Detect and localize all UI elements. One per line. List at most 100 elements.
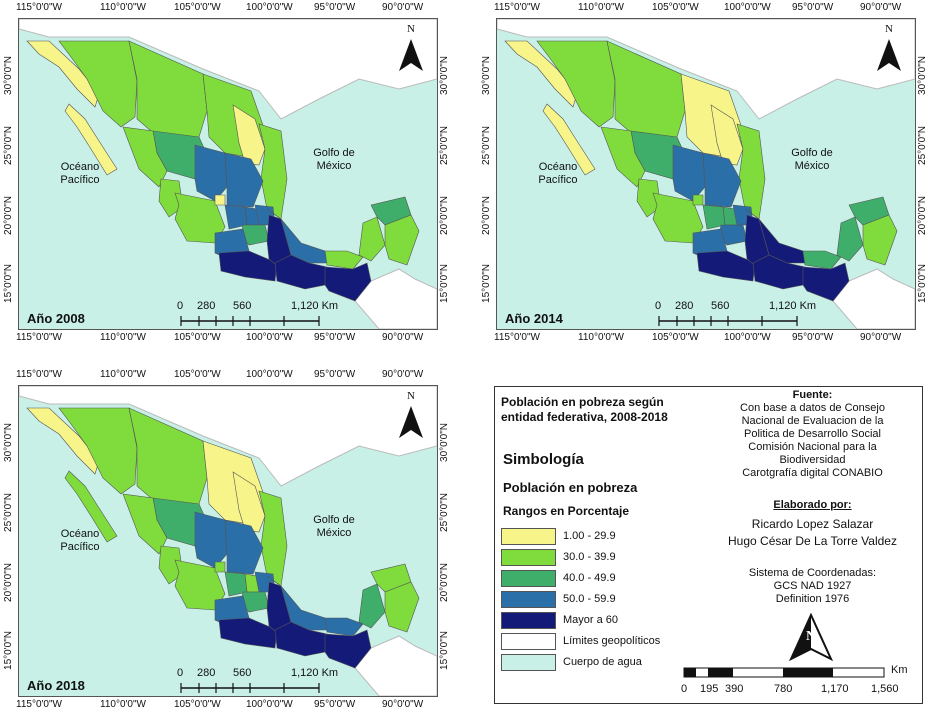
state-region-chs bbox=[324, 629, 372, 669]
state-region-sin bbox=[600, 126, 646, 188]
fuente-line: Con base a datos de Consejo bbox=[740, 402, 885, 414]
latitude-tick: 30°0'0"N bbox=[481, 56, 492, 95]
legend-scale-unit: Km bbox=[891, 664, 908, 676]
coords-line: GCS NAD 1927 bbox=[773, 580, 852, 592]
latitude-tick: 15°0'0"N bbox=[439, 264, 450, 303]
latitude-tick: 30°0'0"N bbox=[3, 423, 14, 462]
author-name: Hugo César De La Torre Valdez bbox=[728, 534, 897, 548]
legend-scale-bar bbox=[683, 667, 885, 678]
state-region-cam bbox=[358, 583, 386, 629]
legend-swatch bbox=[501, 632, 556, 650]
state-region-ags bbox=[214, 561, 226, 573]
state-region-baja_s bbox=[64, 103, 118, 176]
state-region-gro bbox=[218, 617, 278, 649]
latitude-tick: 20°0'0"N bbox=[439, 563, 450, 602]
legend-swatch bbox=[501, 569, 556, 587]
longitude-tick: 95°0'0"W bbox=[314, 332, 356, 343]
legend-swatch bbox=[501, 653, 556, 671]
latitude-tick: 25°0'0"N bbox=[439, 493, 450, 532]
gulf-label: Golfo de México bbox=[299, 147, 369, 173]
scale-label: 560 bbox=[711, 300, 730, 312]
latitude-tick: 15°0'0"N bbox=[481, 264, 492, 303]
legend-title-line-2: entidad federativa, 2008-2018 bbox=[501, 410, 668, 424]
state-region-nl bbox=[232, 104, 266, 166]
longitude-tick: 100°0'0"W bbox=[724, 332, 771, 343]
state-region-chs bbox=[802, 262, 850, 302]
legend-scale-tick: 1,170 bbox=[821, 683, 849, 695]
north-label: N bbox=[885, 23, 893, 35]
legend-swatch bbox=[501, 590, 556, 608]
longitude-tick: 110°0'0"W bbox=[100, 369, 146, 380]
map-frame: N Océano Pacífico Golfo de México Año 2008 0 28… bbox=[18, 18, 438, 330]
state-region-nw bbox=[26, 407, 100, 475]
legend-class-row: 50.0 - 59.9 bbox=[501, 590, 616, 608]
longitude-tick: 105°0'0"W bbox=[652, 332, 699, 343]
state-region-cam bbox=[358, 216, 386, 262]
state-region-zac bbox=[194, 144, 228, 202]
scale-label: 1,120 Km bbox=[769, 300, 817, 312]
legend-scale-tick: 780 bbox=[774, 683, 793, 695]
latitude-tick: 20°0'0"N bbox=[3, 196, 14, 235]
state-region-tab bbox=[324, 250, 364, 270]
state-region-qr bbox=[384, 214, 420, 266]
ocean-label-line: Océano bbox=[60, 528, 100, 540]
north-arrow-icon bbox=[399, 39, 423, 71]
longitude-tick: 100°0'0"W bbox=[724, 2, 771, 13]
usa-land bbox=[19, 386, 437, 487]
poblacion-heading: Población en pobreza bbox=[503, 480, 638, 495]
state-region-sin bbox=[122, 493, 168, 555]
latitude-tick: 20°0'0"N bbox=[917, 196, 928, 235]
ocean-label-line: Océano bbox=[60, 161, 100, 173]
latitude-tick: 20°0'0"N bbox=[481, 196, 492, 235]
fuente-line: Politica de Desarrollo Social bbox=[744, 428, 881, 440]
gulf-label-line: México bbox=[316, 160, 352, 172]
longitude-tick: 110°0'0"W bbox=[100, 332, 146, 343]
state-region-tam bbox=[258, 490, 288, 587]
north-arrow-icon bbox=[877, 39, 901, 71]
state-region-nay bbox=[158, 545, 184, 585]
legend-scale-tick: 1,560 bbox=[871, 683, 899, 695]
state-region-gro bbox=[696, 250, 756, 282]
gulf-label: Golfo de México bbox=[777, 147, 847, 173]
longitude-tick: 105°0'0"W bbox=[174, 699, 221, 710]
ranges-heading: Rangos en Porcentaje bbox=[503, 504, 630, 518]
elaborado-title: Elaborado por: bbox=[773, 499, 852, 511]
gulf-label-line: México bbox=[794, 160, 830, 172]
scale-bar bbox=[658, 316, 798, 326]
map-canvas bbox=[19, 19, 437, 329]
legend-title: Población en pobreza según entidad feder… bbox=[501, 395, 668, 425]
scale-label: 1,120 Km bbox=[291, 300, 339, 312]
scale-label: 0 bbox=[655, 300, 662, 312]
north-label: N bbox=[407, 390, 415, 402]
usa-land bbox=[497, 19, 915, 120]
legend-class-label: Límites geopolíticos bbox=[563, 635, 661, 647]
usa-land bbox=[19, 19, 437, 120]
fuente-line: Comisión Nacional para la bbox=[748, 441, 877, 453]
state-region-jal bbox=[174, 559, 226, 611]
longitude-tick: 110°0'0"W bbox=[578, 2, 624, 13]
longitude-tick: 115°0'0"W bbox=[16, 2, 62, 13]
legend-class-label: 40.0 - 49.9 bbox=[563, 572, 616, 584]
latitude-tick: 30°0'0"N bbox=[439, 423, 450, 462]
latitude-tick: 15°0'0"N bbox=[3, 631, 14, 670]
legend-swatch bbox=[501, 611, 556, 629]
state-region-tam bbox=[736, 123, 766, 220]
longitude-tick: 90°0'0"W bbox=[860, 332, 902, 343]
legend-swatch bbox=[501, 548, 556, 566]
legend-class-row: 30.0 - 39.9 bbox=[501, 548, 616, 566]
legend-class-label: 30.0 - 39.9 bbox=[563, 551, 616, 563]
legend-class-row: 40.0 - 49.9 bbox=[501, 569, 616, 587]
longitude-tick: 100°0'0"W bbox=[246, 332, 293, 343]
coords-block: Sistema de Coordenadas: GCS NAD 1927 Def… bbox=[705, 567, 920, 606]
longitude-tick: 95°0'0"W bbox=[314, 2, 356, 13]
state-region-slp bbox=[224, 152, 264, 208]
latitude-tick: 20°0'0"N bbox=[439, 196, 450, 235]
longitude-tick: 95°0'0"W bbox=[792, 2, 834, 13]
simbologia-heading: Simbología bbox=[503, 451, 584, 468]
state-region-slp bbox=[702, 152, 742, 208]
latitude-tick: 25°0'0"N bbox=[481, 126, 492, 165]
latitude-tick: 20°0'0"N bbox=[3, 563, 14, 602]
longitude-tick: 100°0'0"W bbox=[246, 2, 293, 13]
legend-north-arrow-icon bbox=[789, 613, 833, 661]
longitude-tick: 90°0'0"W bbox=[382, 332, 424, 343]
